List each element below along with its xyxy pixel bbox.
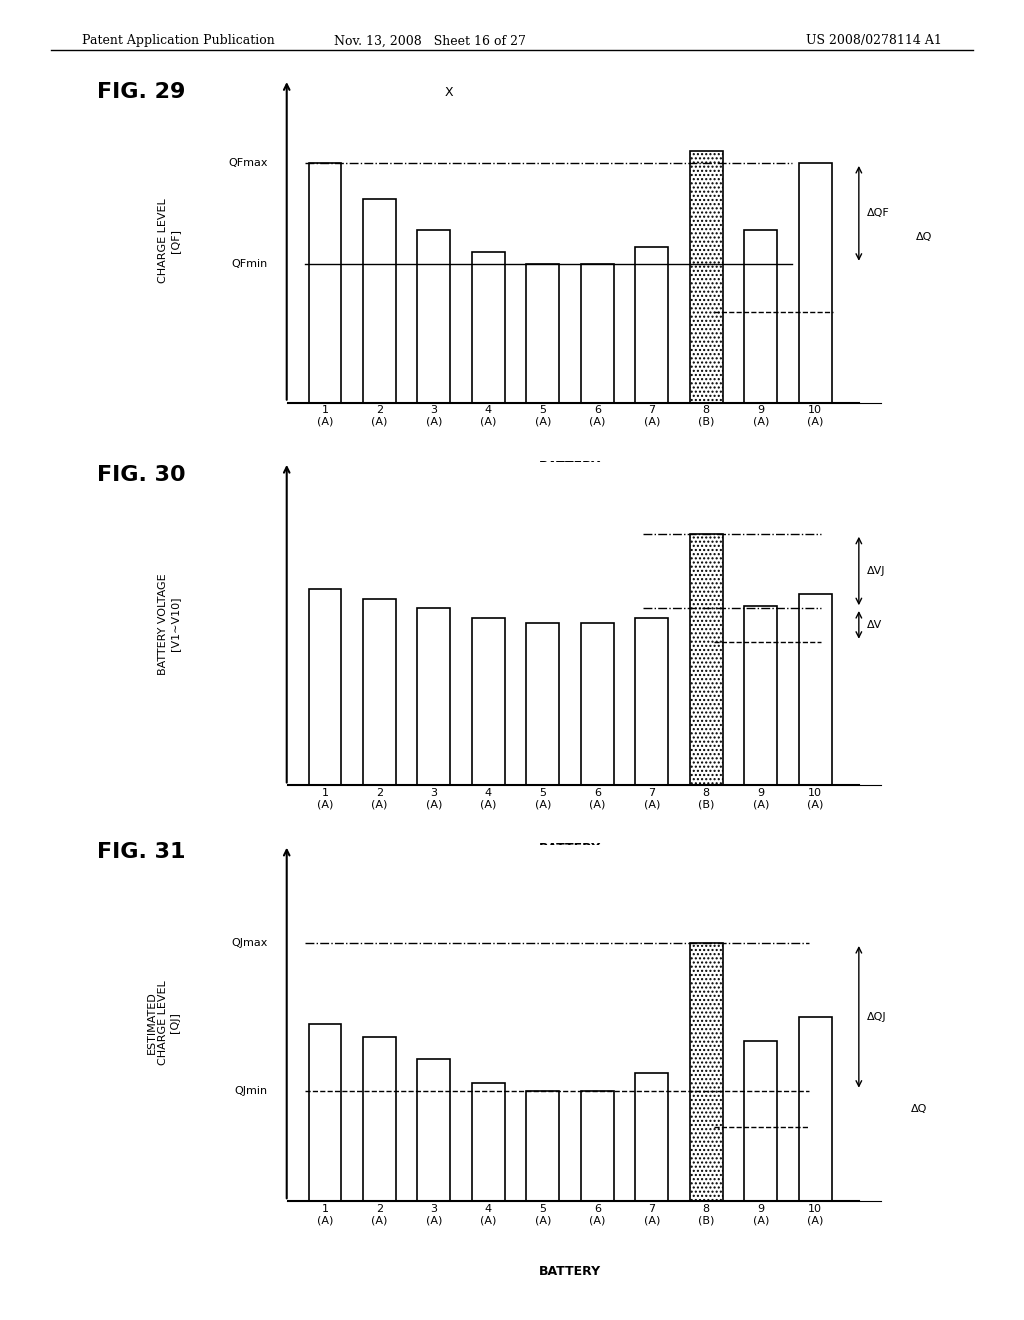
Text: US 2008/0278114 A1: US 2008/0278114 A1 (806, 34, 942, 48)
Bar (308, 589, 341, 785)
Bar (636, 618, 668, 785)
Bar (581, 1090, 613, 1201)
Text: ΔQ: ΔQ (910, 1104, 927, 1114)
Bar (418, 609, 451, 785)
Bar (362, 199, 395, 403)
Text: ΔVJ: ΔVJ (867, 566, 886, 576)
Text: ΔQF: ΔQF (867, 209, 890, 218)
Y-axis label: ESTIMATED
CHARGE LEVEL
[QJ]: ESTIMATED CHARGE LEVEL [QJ] (146, 981, 180, 1065)
Bar (581, 264, 613, 403)
Bar (308, 164, 341, 403)
Bar (362, 1036, 395, 1201)
Text: X: X (444, 86, 454, 99)
Text: ΔQJ: ΔQJ (867, 1012, 887, 1022)
Text: BATTERY: BATTERY (539, 1265, 601, 1278)
Text: Patent Application Publication: Patent Application Publication (82, 34, 274, 48)
Bar (472, 252, 505, 403)
Bar (418, 1059, 451, 1201)
Text: QJmin: QJmin (234, 1085, 267, 1096)
Bar (690, 942, 723, 1201)
Y-axis label: CHARGE LEVEL
[QF]: CHARGE LEVEL [QF] (159, 198, 180, 284)
Bar (799, 164, 831, 403)
Text: Nov. 13, 2008   Sheet 16 of 27: Nov. 13, 2008 Sheet 16 of 27 (334, 34, 526, 48)
Bar (472, 1084, 505, 1201)
Text: QFmax: QFmax (228, 158, 267, 168)
Text: BATTERY: BATTERY (539, 842, 601, 855)
Bar (744, 1041, 777, 1201)
Y-axis label: BATTERY VOLTAGE
[V1∼V10]: BATTERY VOLTAGE [V1∼V10] (159, 573, 180, 675)
Bar (526, 623, 559, 785)
Bar (581, 623, 613, 785)
Text: FIG. 29: FIG. 29 (97, 82, 185, 102)
Text: ΔQ: ΔQ (916, 232, 933, 243)
Text: QJmax: QJmax (231, 939, 267, 948)
Bar (308, 1024, 341, 1201)
Bar (799, 1016, 831, 1201)
Text: FIG. 31: FIG. 31 (97, 842, 185, 862)
Bar (526, 1090, 559, 1201)
Bar (636, 247, 668, 403)
Bar (526, 264, 559, 403)
Bar (362, 598, 395, 785)
Text: QFmin: QFmin (231, 259, 267, 269)
Bar (636, 1073, 668, 1201)
Bar (690, 150, 723, 403)
Bar (418, 230, 451, 403)
Bar (799, 594, 831, 785)
Bar (472, 618, 505, 785)
Text: ΔV: ΔV (867, 620, 883, 630)
Text: FIG. 30: FIG. 30 (97, 465, 186, 484)
Bar (744, 230, 777, 403)
Bar (744, 606, 777, 785)
Text: BATTERY: BATTERY (539, 459, 601, 473)
Bar (690, 533, 723, 785)
